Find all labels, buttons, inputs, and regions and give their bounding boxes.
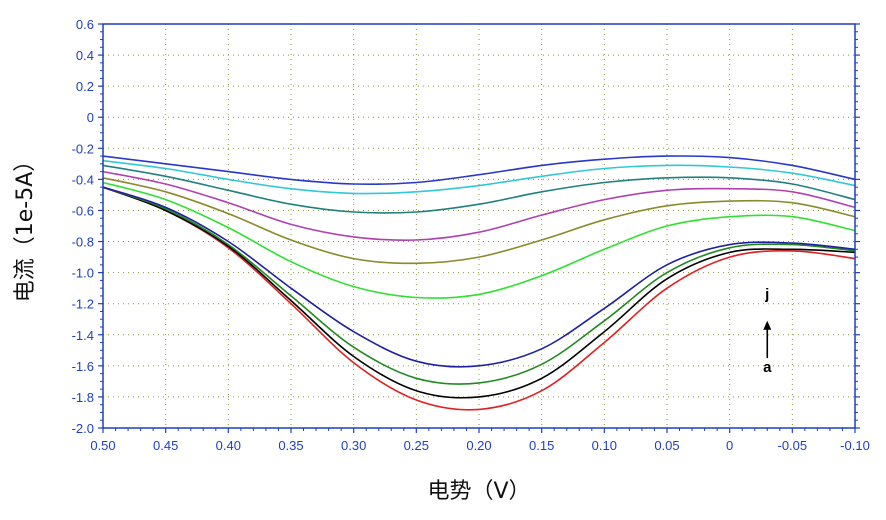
tick-labels: 0.50 0.45 0.40 0.35 0.30 0.25 0.20 0.15 0.10 0.05…: [72, 17, 870, 453]
axis-ticks: [98, 23, 860, 433]
x-tick-label: 0.35: [278, 438, 303, 453]
x-tick-label: 0.05: [654, 438, 679, 453]
annotation-a: a: [763, 359, 772, 376]
x-tick-label: 0.20: [466, 438, 491, 453]
y-tick-label: -0.4: [72, 172, 94, 187]
series-line-3: [102, 186, 856, 385]
y-tick-label: 0.2: [76, 79, 94, 94]
y-axis-label: 电流（1e-5A）: [13, 150, 38, 303]
y-tick-label: 0.6: [76, 17, 94, 32]
x-tick-label: 0.10: [592, 438, 617, 453]
x-tick-label: 0: [726, 438, 733, 453]
series-line-5: [102, 181, 856, 299]
series-line-7: [102, 170, 856, 242]
x-tick-label: 0.45: [153, 438, 178, 453]
series-line-8: [102, 164, 856, 214]
y-tick-label: -1.6: [72, 359, 94, 374]
y-tick-label: -2.0: [72, 421, 94, 436]
series-lines: [102, 155, 856, 411]
series-line-1: [102, 186, 856, 411]
x-tick-label: 0.15: [529, 438, 554, 453]
series-line-10: [102, 155, 856, 186]
annotations: ja: [763, 286, 772, 376]
x-tick-label: 0.50: [90, 438, 115, 453]
x-tick-label: 0.30: [341, 438, 366, 453]
series-line-2: [102, 186, 856, 399]
x-tick-label: 0.40: [216, 438, 241, 453]
y-tick-label: 0: [87, 110, 94, 125]
x-axis-label: 电势（V）: [427, 479, 530, 504]
arrow-up-icon: [763, 320, 772, 330]
series-line-4: [102, 186, 856, 368]
y-tick-label: -1.4: [72, 328, 94, 343]
y-tick-label: -1.0: [72, 266, 94, 281]
y-tick-label: -0.2: [72, 141, 94, 156]
series-line-9: [102, 159, 856, 195]
y-tick-label: -0.8: [72, 235, 94, 250]
x-tick-label: -0.10: [840, 438, 870, 453]
x-tick-label: 0.25: [404, 438, 429, 453]
y-tick-label: 0.4: [76, 48, 94, 63]
y-tick-label: -1.8: [72, 390, 94, 405]
y-tick-label: -1.2: [72, 297, 94, 312]
y-tick-label: -0.6: [72, 203, 94, 218]
series-line-6: [102, 177, 856, 265]
x-tick-label: -0.05: [778, 438, 808, 453]
annotation-j: j: [764, 286, 769, 303]
